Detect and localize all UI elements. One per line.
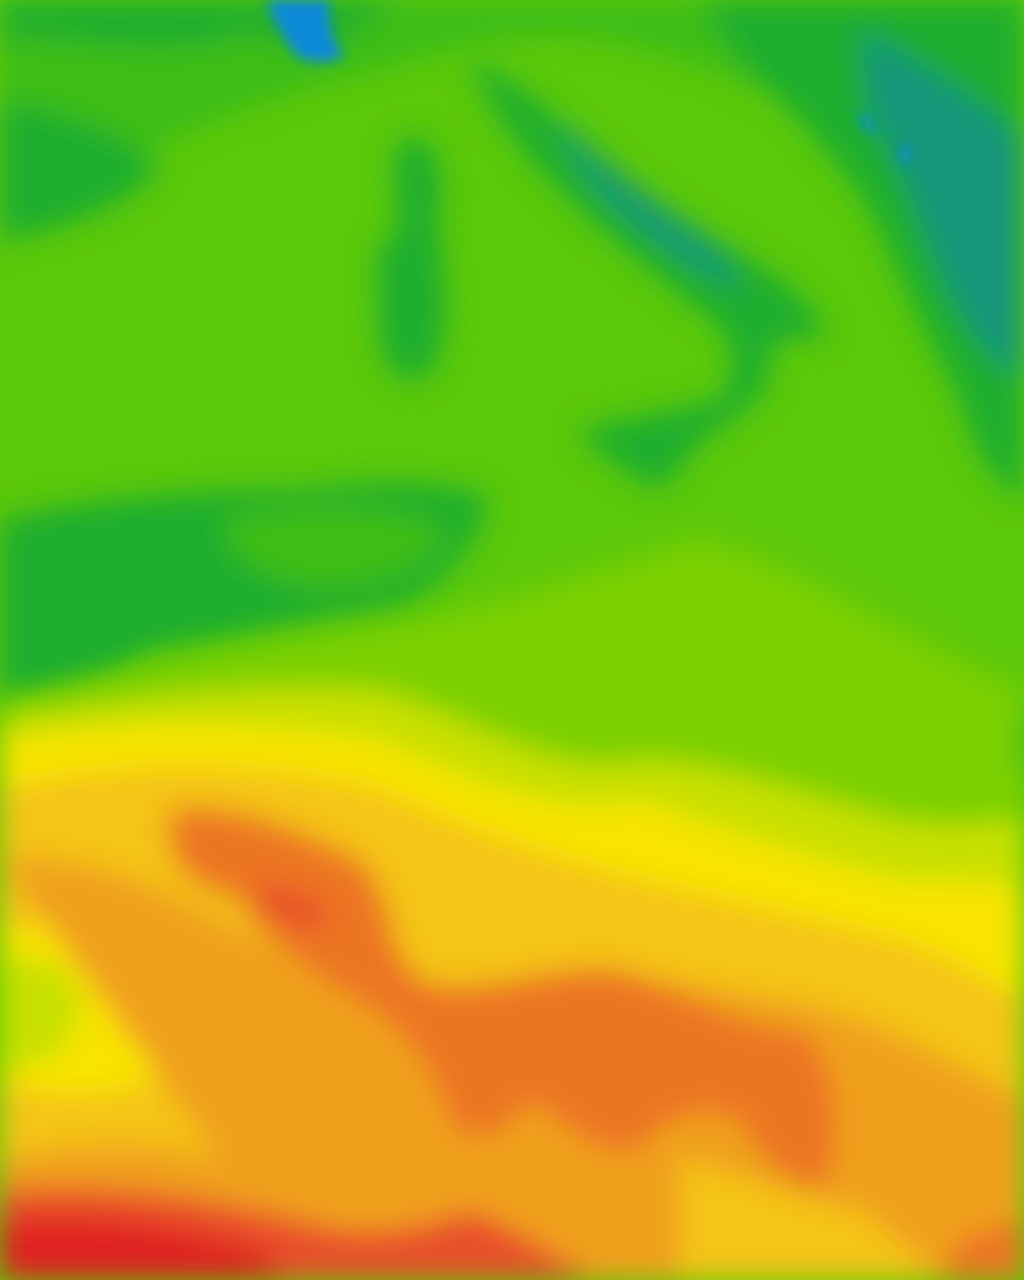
south-red <box>0 1217 290 1280</box>
west-yellow-green-pocket <box>0 957 80 1070</box>
alps-blue-lake <box>268 0 345 62</box>
corsica-sardinia <box>376 138 445 380</box>
italy-teal-core <box>560 120 740 290</box>
southeast-orange <box>940 1220 1024 1280</box>
red-orange-spot <box>255 886 328 929</box>
northwest-dark-green <box>0 0 400 240</box>
italy-peninsula <box>470 60 822 487</box>
atlas-teal-core <box>220 506 450 590</box>
east-blue-spot-2 <box>898 145 912 164</box>
southeast-gold <box>680 1160 940 1280</box>
east-blue-spot-1 <box>858 112 878 132</box>
balkans-teal <box>860 30 1024 380</box>
dark-orange-core <box>168 808 836 1186</box>
